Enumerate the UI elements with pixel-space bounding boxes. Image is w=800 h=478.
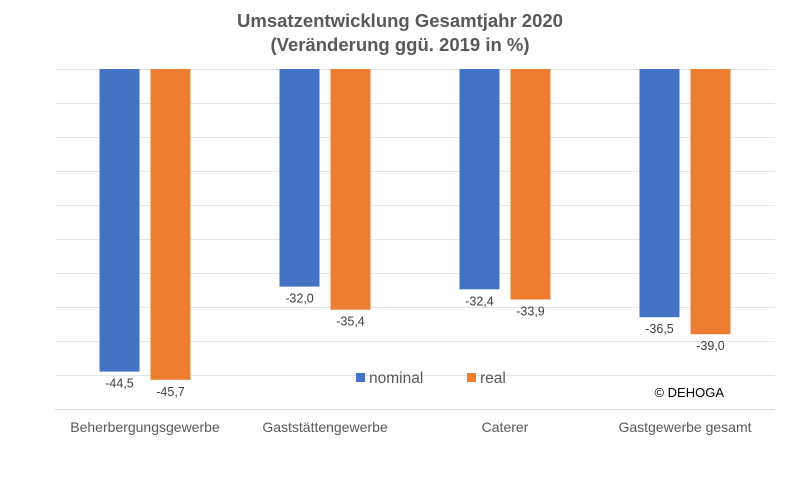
bar-nominal-1 — [279, 69, 320, 287]
bar-real-1 — [330, 69, 371, 310]
bar-nominal-2 — [459, 69, 500, 290]
bar-nominal-0 — [99, 69, 140, 372]
bar-real-0 — [150, 69, 191, 380]
data-labels: -44,5 -45,7 -32,0 -35,4 -32,4 -33,9 -36,5 -39,0 — [105, 292, 725, 399]
bars — [99, 69, 731, 380]
bar-real-3 — [690, 69, 731, 335]
category-label: Caterer — [482, 419, 529, 435]
legend-label-nominal: nominal — [369, 370, 423, 387]
category-label: Beherbergungsgewerbe — [70, 419, 220, 435]
copyright-annotation: © DEHOGA — [654, 385, 724, 400]
legend-swatch-nominal — [356, 373, 365, 382]
chart-subtitle: (Veränderung ggü. 2019 in %) — [270, 34, 529, 55]
data-label-nominal-0: -44,5 — [105, 377, 134, 391]
chart-title: Umsatzentwicklung Gesamtjahr 2020 — [237, 10, 563, 31]
data-label-nominal-3: -36,5 — [645, 322, 674, 336]
data-label-real-3: -39,0 — [696, 339, 725, 353]
data-label-real-1: -35,4 — [336, 315, 365, 329]
bar-real-2 — [510, 69, 551, 300]
data-label-real-0: -45,7 — [156, 385, 185, 399]
legend: nominal real — [356, 370, 506, 387]
legend-label-real: real — [480, 370, 506, 387]
category-labels: Beherbergungsgewerbe Gaststättengewerbe Ca… — [70, 419, 751, 435]
data-label-real-2: -33,9 — [516, 305, 545, 319]
category-label: Gaststättengewerbe — [262, 419, 388, 435]
bar-nominal-3 — [639, 69, 680, 318]
data-label-nominal-1: -32,0 — [285, 292, 314, 306]
data-label-nominal-2: -32,4 — [465, 294, 494, 308]
category-label: Gastgewerbe gesamt — [618, 419, 751, 435]
legend-swatch-real — [467, 373, 476, 382]
